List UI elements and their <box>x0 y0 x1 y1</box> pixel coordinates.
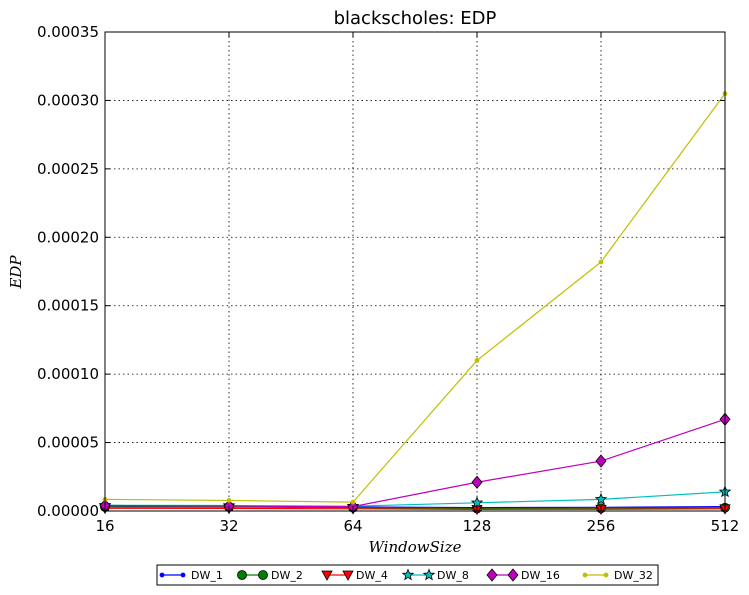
legend-item: DW_2 <box>237 569 303 582</box>
y-tick-label: 0.00010 <box>37 365 99 383</box>
data-point-marker <box>258 570 268 580</box>
data-point-marker <box>159 572 165 578</box>
data-point-marker <box>470 496 484 509</box>
series-line <box>104 507 726 510</box>
x-axis-label: WindowSize <box>369 538 462 556</box>
data-point-marker <box>401 568 415 581</box>
data-point-marker <box>595 454 607 468</box>
data-point-marker <box>422 568 436 581</box>
data-point-marker <box>226 498 232 503</box>
legend-label: DW_4 <box>356 569 388 582</box>
legend-label: DW_16 <box>521 569 560 582</box>
series-dw-16 <box>99 412 731 514</box>
series-lines <box>98 91 732 516</box>
data-point-marker <box>321 570 333 581</box>
legend-label: DW_2 <box>271 569 303 582</box>
legend-item: DW_4 <box>321 569 388 582</box>
data-point-marker <box>180 572 186 578</box>
series-line <box>104 93 726 503</box>
x-tick-label: 16 <box>95 517 114 535</box>
y-tick-label: 0.00025 <box>37 160 99 178</box>
y-tick-label: 0.00020 <box>37 228 99 246</box>
x-tick-label: 512 <box>711 517 740 535</box>
data-point-marker <box>486 568 498 582</box>
data-point-marker <box>342 570 354 581</box>
x-tick-label: 128 <box>463 517 492 535</box>
x-tick-label: 32 <box>219 517 238 535</box>
axis-ticks: 16 32 64 128 256 512 0.00000 0.00005 0.00010 0.00… <box>37 23 739 535</box>
y-tick-label: 0.00035 <box>37 23 99 41</box>
data-point-marker <box>471 475 483 489</box>
legend-item: DW_1 <box>159 569 223 582</box>
legend: DW_1 DW_2 DW_4 DW_8 DW_16 DW_32 <box>156 564 659 586</box>
data-point-marker <box>350 499 356 505</box>
data-point-marker <box>237 570 247 580</box>
x-tick-label: 64 <box>343 517 362 535</box>
legend-label: DW_32 <box>614 569 653 582</box>
legend-label: DW_1 <box>191 569 223 582</box>
data-point-marker <box>474 358 480 363</box>
chart-title: blackscholes: EDP <box>334 8 497 29</box>
legend-item: DW_8 <box>401 568 469 582</box>
grid-lines <box>105 32 725 511</box>
y-axis-label: EDP <box>7 255 25 290</box>
y-tick-label: 0.00015 <box>37 297 99 315</box>
data-point-marker <box>598 259 604 265</box>
data-point-marker <box>582 572 588 578</box>
data-point-marker <box>507 568 519 582</box>
data-point-marker <box>594 492 608 505</box>
legend-item: DW_32 <box>582 569 653 582</box>
plot-frame <box>104 31 726 512</box>
x-tick-label: 256 <box>587 517 616 535</box>
series-line <box>104 506 726 510</box>
y-tick-label: 0.00030 <box>37 91 99 109</box>
legend-label: DW_8 <box>437 569 469 582</box>
y-tick-label: 0.00005 <box>37 434 99 452</box>
legend-item: DW_16 <box>486 568 560 582</box>
y-tick-label: 0.00000 <box>37 502 99 520</box>
series-dw-32 <box>102 91 728 505</box>
series-line <box>104 418 726 508</box>
data-point-marker <box>603 572 609 578</box>
